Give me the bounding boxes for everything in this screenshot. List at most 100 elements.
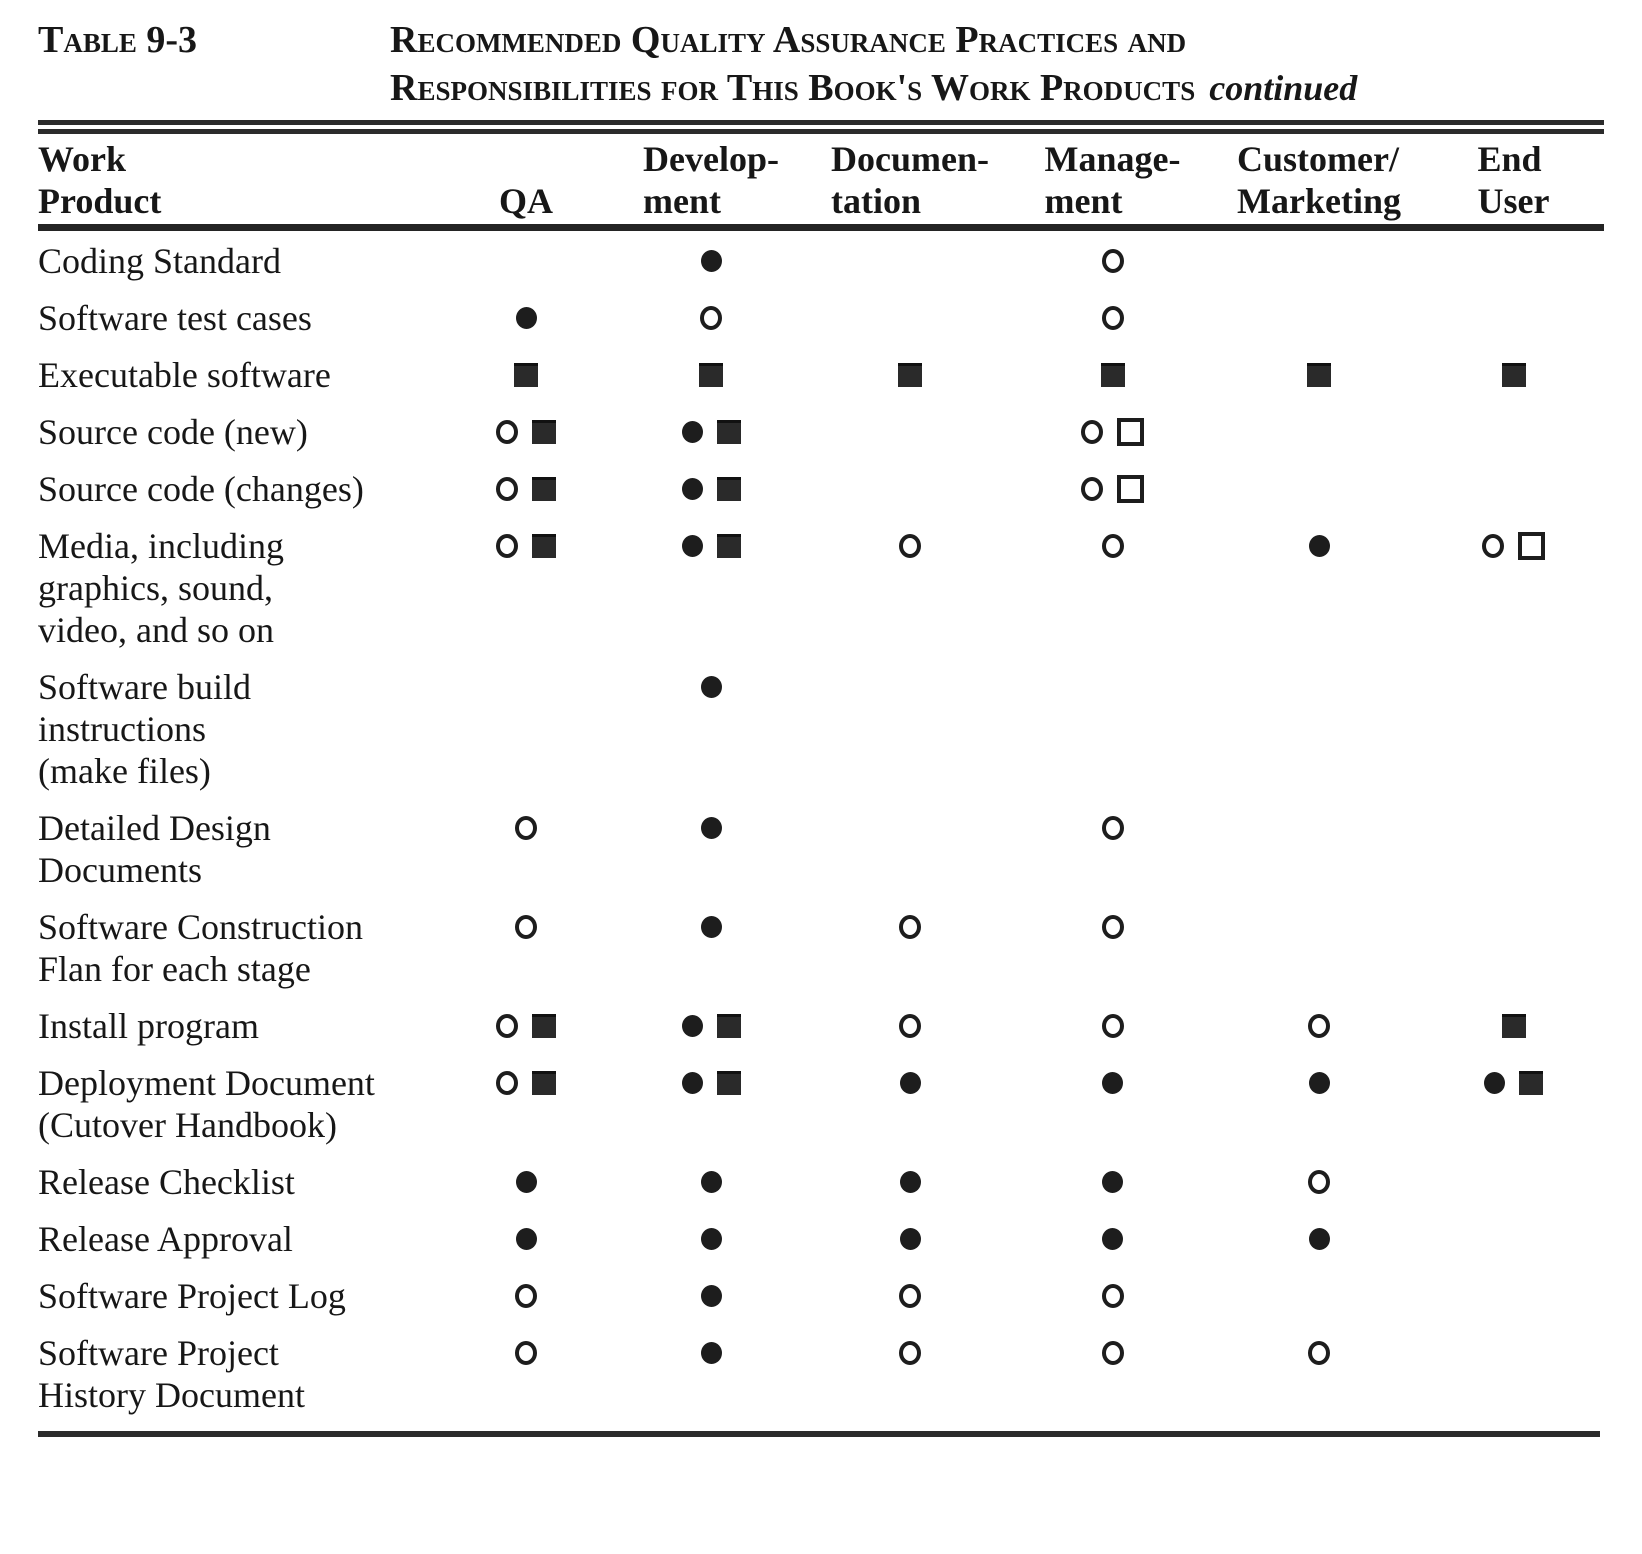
table-row: Coding Standard <box>38 240 1604 282</box>
column-header-documentation: Documen- tation <box>810 138 1010 222</box>
filled-circle-symbol <box>700 916 722 938</box>
open-circle-symbol <box>899 1014 921 1038</box>
responsibility-cell-management <box>1010 1161 1215 1203</box>
filled-circle-symbol <box>899 1228 921 1250</box>
table-row: Software Project History Document <box>38 1332 1604 1416</box>
open-circle-symbol <box>515 1284 537 1308</box>
header-line: Work <box>38 139 127 179</box>
work-product-label: Software Project History Document <box>38 1332 440 1416</box>
responsibility-cell-qa <box>440 1161 612 1203</box>
work-product-line: Flan for each stage <box>38 949 311 989</box>
table-body: Coding Standard Software test cases Execut… <box>38 231 1604 1416</box>
filled-square-symbol <box>1519 1071 1543 1095</box>
work-product-label: Software build instructions (make files) <box>38 666 440 792</box>
responsibility-cell-documentation <box>810 666 1010 708</box>
top-double-rule <box>38 120 1604 134</box>
filled-circle-symbol <box>899 1171 921 1193</box>
work-product-label: Release Approval <box>38 1218 440 1260</box>
responsibility-cell-development <box>612 1218 810 1260</box>
open-circle-symbol <box>700 306 722 330</box>
responsibility-cell-development <box>612 666 810 708</box>
work-product-line: Release Approval <box>38 1219 293 1259</box>
work-product-label: Source code (changes) <box>38 468 440 510</box>
filled-square-symbol <box>532 534 556 558</box>
responsibility-cell-management <box>1010 525 1215 567</box>
responsibility-cell-documentation <box>810 1161 1010 1203</box>
open-circle-symbol <box>496 420 518 444</box>
work-product-line: Coding Standard <box>38 241 281 281</box>
responsibility-cell-customer-marketing <box>1215 1062 1423 1104</box>
column-header-development: Develop- ment <box>612 138 810 222</box>
responsibility-cell-customer-marketing <box>1215 666 1423 708</box>
open-circle-symbol <box>1081 477 1103 501</box>
responsibility-cell-qa <box>440 1218 612 1260</box>
table-header-row: Work Product QA Develop- ment Documen- t… <box>38 134 1604 224</box>
filled-square-symbol <box>1100 363 1125 387</box>
filled-circle-symbol <box>515 1171 537 1193</box>
column-header-management: Manage- ment <box>1010 138 1215 222</box>
filled-circle-symbol <box>700 250 722 272</box>
responsibility-cell-customer-marketing <box>1215 1218 1423 1260</box>
filled-square-symbol <box>532 477 556 501</box>
work-product-line: Media, including <box>38 526 284 566</box>
work-product-label: Detailed Design Documents <box>38 807 440 891</box>
work-product-line: (Cutover Handbook) <box>38 1105 337 1145</box>
responsibility-cell-documentation <box>810 411 1010 453</box>
responsibility-cell-end-user <box>1423 1062 1604 1104</box>
responsibility-cell-management <box>1010 411 1215 453</box>
table-row: Software Project Log <box>38 1275 1604 1317</box>
responsibility-cell-management <box>1010 1062 1215 1104</box>
responsibility-cell-development <box>612 468 810 510</box>
responsibility-cell-end-user <box>1423 411 1604 453</box>
responsibility-cell-end-user <box>1423 666 1604 708</box>
responsibility-cell-development <box>612 807 810 849</box>
open-circle-symbol <box>1101 915 1124 939</box>
responsibility-cell-end-user <box>1423 297 1604 339</box>
work-product-label: Software Project Log <box>38 1275 440 1317</box>
work-product-line: Software Project <box>38 1333 279 1373</box>
work-product-label: Software Construction Flan for each stage <box>38 906 440 990</box>
responsibility-cell-qa <box>440 354 612 396</box>
work-product-line: History Document <box>38 1375 305 1415</box>
column-header-work-product: Work Product <box>38 138 440 222</box>
responsibility-cell-qa <box>440 525 612 567</box>
filled-square-symbol <box>716 1014 741 1038</box>
responsibility-cell-customer-marketing <box>1215 906 1423 948</box>
open-circle-symbol <box>496 1014 518 1038</box>
open-circle-symbol <box>515 816 537 840</box>
work-product-line: Software Project Log <box>38 1276 346 1316</box>
filled-square-symbol <box>1307 363 1331 387</box>
table-row: Detailed Design Documents <box>38 807 1604 891</box>
table-row: Software test cases <box>38 297 1604 339</box>
header-line: ment <box>643 181 721 221</box>
responsibility-cell-customer-marketing <box>1215 1332 1423 1374</box>
work-product-label: Coding Standard <box>38 240 440 282</box>
filled-circle-symbol <box>700 1342 722 1364</box>
header-line: Manage- <box>1044 139 1181 179</box>
header-line: Marketing <box>1237 181 1401 221</box>
open-circle-symbol <box>1308 1014 1330 1038</box>
filled-circle-symbol <box>681 478 703 500</box>
responsibility-cell-development <box>612 411 810 453</box>
responsibility-cell-qa <box>440 297 612 339</box>
open-square-symbol <box>1117 475 1144 503</box>
table-title-line2-wrap: Responsibilities for This Book's Work Pr… <box>390 64 1357 112</box>
responsibility-cell-documentation <box>810 297 1010 339</box>
responsibility-cell-documentation <box>810 1275 1010 1317</box>
work-product-line: video, and so on <box>38 610 274 650</box>
responsibility-cell-management <box>1010 906 1215 948</box>
responsibility-cell-development <box>612 1005 810 1047</box>
work-product-line: Install program <box>38 1006 259 1046</box>
filled-circle-symbol <box>700 1228 722 1250</box>
work-product-line: Source code (changes) <box>38 469 364 509</box>
open-circle-symbol <box>1081 420 1103 444</box>
responsibility-cell-development <box>612 906 810 948</box>
responsibility-cell-qa <box>440 666 612 708</box>
responsibility-cell-documentation <box>810 240 1010 282</box>
responsibility-cell-customer-marketing <box>1215 468 1423 510</box>
open-circle-symbol <box>899 1341 921 1365</box>
filled-circle-symbol <box>515 307 537 329</box>
open-circle-symbol <box>1101 249 1124 273</box>
responsibility-cell-customer-marketing <box>1215 1005 1423 1047</box>
responsibility-cell-documentation <box>810 807 1010 849</box>
